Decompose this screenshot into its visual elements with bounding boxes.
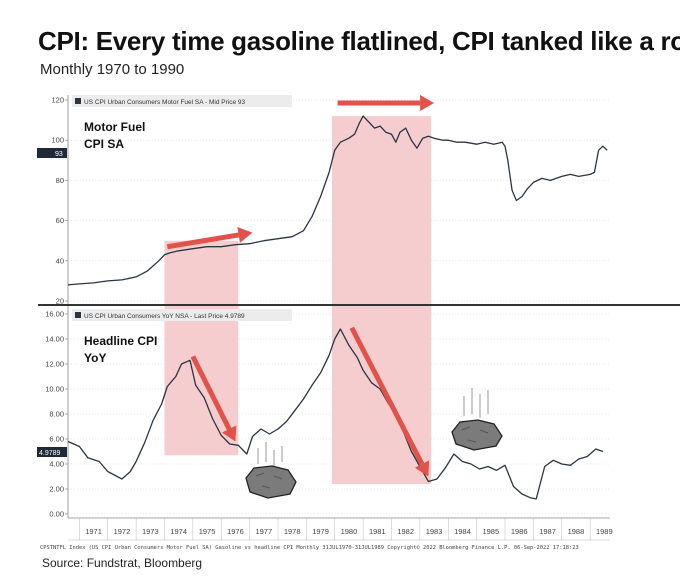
- y-tick-label: 0.00: [49, 510, 64, 519]
- bottom-last-value-text: 4.9789: [39, 450, 61, 457]
- trend-arrow-shaft-3: [190, 355, 232, 431]
- series-lines: [67, 115, 608, 500]
- axis-labels: 120 100 80 60 40 20 16.00 14.00 12.00 10.00 8.00 6.…: [45, 96, 612, 537]
- x-tick-label: 1980: [341, 527, 358, 536]
- x-tick-label: 1974: [170, 527, 187, 536]
- y-tick-label: 20: [56, 297, 64, 306]
- trend-arrow-head-1: [237, 227, 253, 243]
- top-panel-label-line2: CPI SA: [84, 137, 124, 151]
- x-tick-label: 1986: [511, 527, 528, 536]
- y-tick-label: 120: [51, 96, 64, 105]
- headline-cpi-line: [67, 328, 604, 500]
- x-tick-label: 1972: [114, 527, 131, 536]
- x-tick-label: 1983: [426, 527, 443, 536]
- y-tick-label: 6.00: [49, 435, 64, 444]
- x-tick-label: 1988: [568, 527, 585, 536]
- y-tick-label: 4.00: [49, 460, 64, 469]
- y-tick-label: 40: [56, 256, 64, 265]
- falling-rock-icon: [245, 442, 297, 499]
- bottom-legend: US CPI Urban Consumers YoY NSA - Last Pr…: [72, 309, 292, 321]
- motor-fuel-line: [67, 115, 608, 286]
- y-tick-label: 10.00: [45, 385, 64, 394]
- y-tick-label: 100: [51, 136, 64, 145]
- x-tick-label: 1985: [482, 527, 499, 536]
- x-tick-label: 1989: [596, 527, 613, 536]
- highlight-region-2: [331, 116, 432, 484]
- top-last-value-badge: 93: [37, 148, 67, 158]
- trend-arrow-shaft-1: [166, 232, 240, 250]
- y-tick-label: 80: [56, 176, 64, 185]
- chart-subtitle: Monthly 1970 to 1990: [40, 61, 185, 78]
- highlight-regions: [164, 116, 432, 484]
- x-tick-label: 1977: [255, 527, 272, 536]
- trend-arrow-head-3: [222, 425, 237, 442]
- top-legend: US CPI Urban Consumers Motor Fuel SA - M…: [72, 95, 292, 107]
- trend-arrow-head-2: [420, 95, 435, 112]
- x-tick-label: 1981: [369, 527, 386, 536]
- y-tick-label: 60: [56, 216, 64, 225]
- falling-rock-icon: [451, 388, 503, 451]
- top-panel-label-line1: Motor Fuel: [84, 120, 145, 134]
- y-tick-label: 8.00: [49, 410, 64, 419]
- top-legend-text: US CPI Urban Consumers Motor Fuel SA - M…: [84, 99, 245, 106]
- trend-arrows: [166, 95, 435, 477]
- chart-title: CPI: Every time gasoline flatlined, CPI …: [38, 26, 680, 56]
- chart-frame: [38, 95, 680, 541]
- bottom-legend-text: US CPI Urban Consumers YoY NSA - Last Pr…: [84, 313, 245, 320]
- x-tick-label: 1982: [397, 527, 414, 536]
- source-note: Source: Fundstrat, Bloomberg: [42, 556, 203, 570]
- bottom-panel-label-line2: YoY: [84, 351, 106, 365]
- x-tick-label: 1987: [539, 527, 556, 536]
- bottom-panel-label-line1: Headline CPI: [84, 334, 157, 348]
- x-tick-label: 1979: [312, 527, 329, 536]
- y-tick-label: 16.00: [45, 310, 64, 319]
- y-tick-label: 12.00: [45, 360, 64, 369]
- x-tick-label: 1973: [142, 527, 159, 536]
- chart-footer: CPSTNTFL Index (US CPI Urban Consumers M…: [40, 545, 579, 551]
- trend-arrow-head-4: [414, 460, 430, 477]
- x-tick-label: 1971: [85, 527, 102, 536]
- bottom-last-value-badge: 4.9789: [37, 447, 67, 457]
- x-tick-label: 1984: [454, 527, 471, 536]
- top-last-value-text: 93: [55, 151, 63, 158]
- x-tick-label: 1978: [284, 527, 301, 536]
- y-tick-label: 14.00: [45, 335, 64, 344]
- trend-arrow-shaft-4: [349, 326, 425, 466]
- x-tick-label: 1975: [199, 527, 216, 536]
- y-tick-label: 2.00: [49, 485, 64, 494]
- x-tick-label: 1976: [227, 527, 244, 536]
